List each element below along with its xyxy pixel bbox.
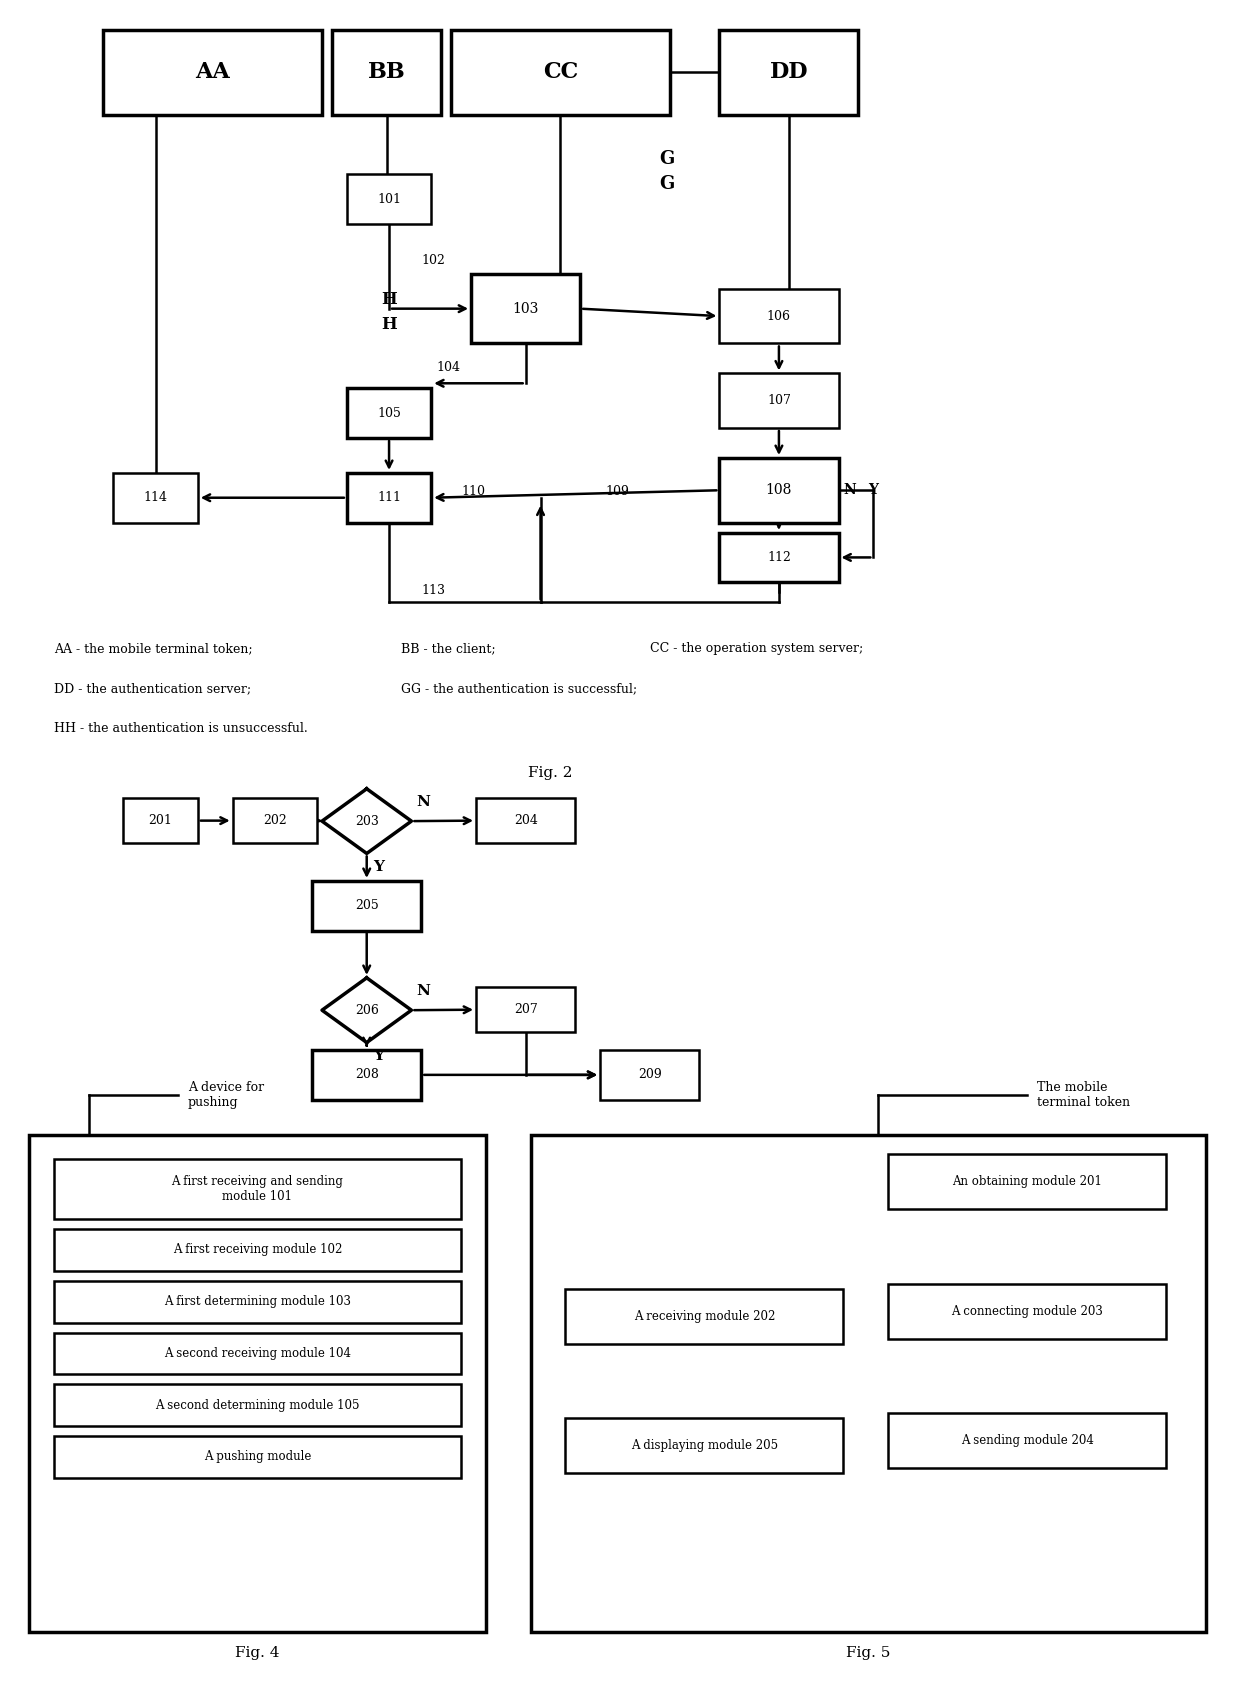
Text: 105: 105 <box>377 406 401 419</box>
FancyBboxPatch shape <box>312 1050 422 1099</box>
Text: G: G <box>660 150 675 169</box>
FancyBboxPatch shape <box>719 289 838 343</box>
Text: 114: 114 <box>144 490 167 504</box>
FancyBboxPatch shape <box>476 798 575 844</box>
Text: 110: 110 <box>461 485 485 497</box>
Text: 113: 113 <box>422 585 445 597</box>
FancyBboxPatch shape <box>471 274 580 343</box>
FancyBboxPatch shape <box>103 30 322 115</box>
FancyBboxPatch shape <box>531 1135 1207 1632</box>
Text: A receiving module 202: A receiving module 202 <box>634 1309 775 1322</box>
Text: CC - the operation system server;: CC - the operation system server; <box>650 643 863 654</box>
Text: N: N <box>417 795 430 810</box>
Text: A second determining module 105: A second determining module 105 <box>155 1398 360 1412</box>
Text: GG - the authentication is successful;: GG - the authentication is successful; <box>402 681 637 695</box>
Text: DD - the authentication server;: DD - the authentication server; <box>53 681 250 695</box>
Text: Y: Y <box>868 484 878 497</box>
Text: 201: 201 <box>149 813 172 827</box>
FancyBboxPatch shape <box>113 473 198 523</box>
FancyBboxPatch shape <box>719 533 838 582</box>
FancyBboxPatch shape <box>888 1155 1167 1209</box>
Text: 208: 208 <box>355 1069 378 1081</box>
Text: N: N <box>843 484 857 497</box>
Text: 202: 202 <box>263 813 286 827</box>
FancyBboxPatch shape <box>600 1050 699 1099</box>
Text: HH - the authentication is unsuccessful.: HH - the authentication is unsuccessful. <box>53 722 308 734</box>
Text: BB - the client;: BB - the client; <box>402 643 496 654</box>
FancyBboxPatch shape <box>53 1160 461 1219</box>
Text: DD: DD <box>770 61 808 83</box>
Text: Fig. 4: Fig. 4 <box>236 1645 280 1661</box>
Text: 104: 104 <box>436 362 460 374</box>
FancyBboxPatch shape <box>565 1419 843 1473</box>
FancyBboxPatch shape <box>53 1385 461 1426</box>
Text: A sending module 204: A sending module 204 <box>961 1434 1094 1447</box>
FancyBboxPatch shape <box>123 798 198 844</box>
Text: 206: 206 <box>355 1004 378 1016</box>
Text: 101: 101 <box>377 193 401 206</box>
Text: A pushing module: A pushing module <box>203 1451 311 1463</box>
FancyBboxPatch shape <box>233 798 317 844</box>
Text: 109: 109 <box>605 485 629 497</box>
FancyBboxPatch shape <box>347 473 432 523</box>
Text: G: G <box>660 176 675 193</box>
Text: 209: 209 <box>637 1069 662 1081</box>
FancyBboxPatch shape <box>565 1289 843 1344</box>
FancyBboxPatch shape <box>53 1333 461 1375</box>
Text: A connecting module 203: A connecting module 203 <box>951 1305 1104 1317</box>
FancyBboxPatch shape <box>347 389 432 438</box>
FancyBboxPatch shape <box>347 174 432 225</box>
Text: 204: 204 <box>513 813 538 827</box>
FancyBboxPatch shape <box>29 1135 486 1632</box>
FancyBboxPatch shape <box>719 458 838 523</box>
Text: 203: 203 <box>355 815 378 827</box>
Text: BB: BB <box>368 61 405 83</box>
Text: A displaying module 205: A displaying module 205 <box>631 1439 777 1453</box>
Text: A first receiving and sending
module 101: A first receiving and sending module 101 <box>171 1175 343 1204</box>
Text: 205: 205 <box>355 900 378 911</box>
FancyBboxPatch shape <box>888 1414 1167 1468</box>
Text: 103: 103 <box>512 301 539 316</box>
Text: Fig. 5: Fig. 5 <box>846 1645 890 1661</box>
Text: 207: 207 <box>513 1003 537 1016</box>
Text: 102: 102 <box>422 254 445 267</box>
Text: A second receiving module 104: A second receiving module 104 <box>164 1348 351 1360</box>
Text: H: H <box>382 291 397 308</box>
Text: Fig. 2: Fig. 2 <box>528 766 573 780</box>
Text: Fig. 3: Fig. 3 <box>379 1133 424 1148</box>
Text: AA - the mobile terminal token;: AA - the mobile terminal token; <box>53 643 253 654</box>
FancyBboxPatch shape <box>312 881 422 930</box>
Text: AA: AA <box>196 61 231 83</box>
Text: A first receiving module 102: A first receiving module 102 <box>172 1243 342 1256</box>
Text: N: N <box>417 984 430 998</box>
FancyBboxPatch shape <box>53 1280 461 1322</box>
Text: 112: 112 <box>768 551 791 563</box>
FancyBboxPatch shape <box>476 988 575 1032</box>
Text: 108: 108 <box>766 484 792 497</box>
Text: CC: CC <box>543 61 578 83</box>
FancyBboxPatch shape <box>53 1436 461 1478</box>
Text: A device for
pushing: A device for pushing <box>188 1081 264 1109</box>
FancyBboxPatch shape <box>332 30 441 115</box>
Text: An obtaining module 201: An obtaining module 201 <box>952 1175 1102 1189</box>
FancyBboxPatch shape <box>719 30 858 115</box>
Text: The mobile
terminal token: The mobile terminal token <box>1037 1081 1131 1109</box>
Text: 107: 107 <box>768 394 791 408</box>
Text: 111: 111 <box>377 490 401 504</box>
Text: 106: 106 <box>766 309 791 323</box>
Text: Y: Y <box>373 861 383 874</box>
FancyBboxPatch shape <box>888 1283 1167 1339</box>
Text: H: H <box>382 316 397 333</box>
Text: Y: Y <box>373 1050 383 1064</box>
FancyBboxPatch shape <box>451 30 670 115</box>
FancyBboxPatch shape <box>53 1229 461 1272</box>
FancyBboxPatch shape <box>719 374 838 428</box>
Text: A first determining module 103: A first determining module 103 <box>164 1295 351 1309</box>
